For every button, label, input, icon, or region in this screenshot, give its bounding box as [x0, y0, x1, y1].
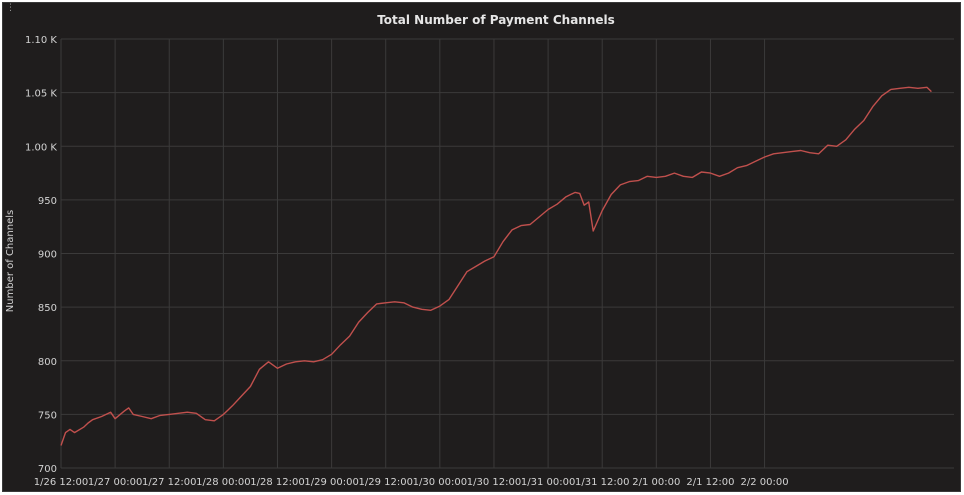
y-tick-label: 700 [38, 464, 57, 475]
series-line [60, 86, 932, 446]
x-tick-label: 1/28 00:00 [196, 477, 250, 488]
panel-menu-icon[interactable]: ⋮ [6, 3, 15, 13]
x-tick-label: 1/28 12:00 [250, 477, 304, 488]
x-axis-ticks: 1/26 12:00 1/27 00:00 1/27 12:00 1/28 00:00… [34, 477, 789, 488]
x-tick-label: 1/27 00:00 [88, 477, 142, 488]
x-tick-label: 2/2 00:00 [741, 477, 789, 488]
grid [60, 38, 954, 469]
x-tick-label: 1/27 12:00 [142, 477, 196, 488]
y-axis-label: Number of Channels [5, 210, 16, 312]
chart-title: Total Number of Payment Channels [377, 13, 615, 27]
y-tick-label: 950 [38, 196, 57, 207]
x-tick-label: 1/30 00:00 [413, 477, 467, 488]
x-tick-label: 2/1 00:00 [632, 477, 680, 488]
y-tick-label: 1.10 K [25, 35, 57, 46]
series-group [60, 86, 932, 446]
y-tick-label: 800 [38, 357, 57, 368]
x-tick-label: 1/29 00:00 [304, 477, 358, 488]
y-tick-label: 1.00 K [25, 142, 57, 153]
x-tick-label: 2/1 12:00 [686, 477, 734, 488]
line-chart: Total Number of Payment Channels 700 750 8… [5, 13, 954, 488]
x-tick-label: 1/31 00:00 [521, 477, 575, 488]
x-tick-label: 1/31 12:00 [575, 477, 629, 488]
y-tick-label: 850 [38, 303, 57, 314]
y-tick-label: 1.05 K [25, 89, 57, 100]
x-tick-label: 1/26 12:00 [34, 477, 88, 488]
y-tick-label: 750 [38, 410, 57, 421]
x-tick-label: 1/30 12:00 [467, 477, 521, 488]
y-axis-ticks: 700 750 800 850 900 950 1.00 K 1.05 K 1.10 K [25, 35, 57, 475]
x-tick-label: 1/29 12:00 [359, 477, 413, 488]
y-tick-label: 900 [38, 250, 57, 261]
